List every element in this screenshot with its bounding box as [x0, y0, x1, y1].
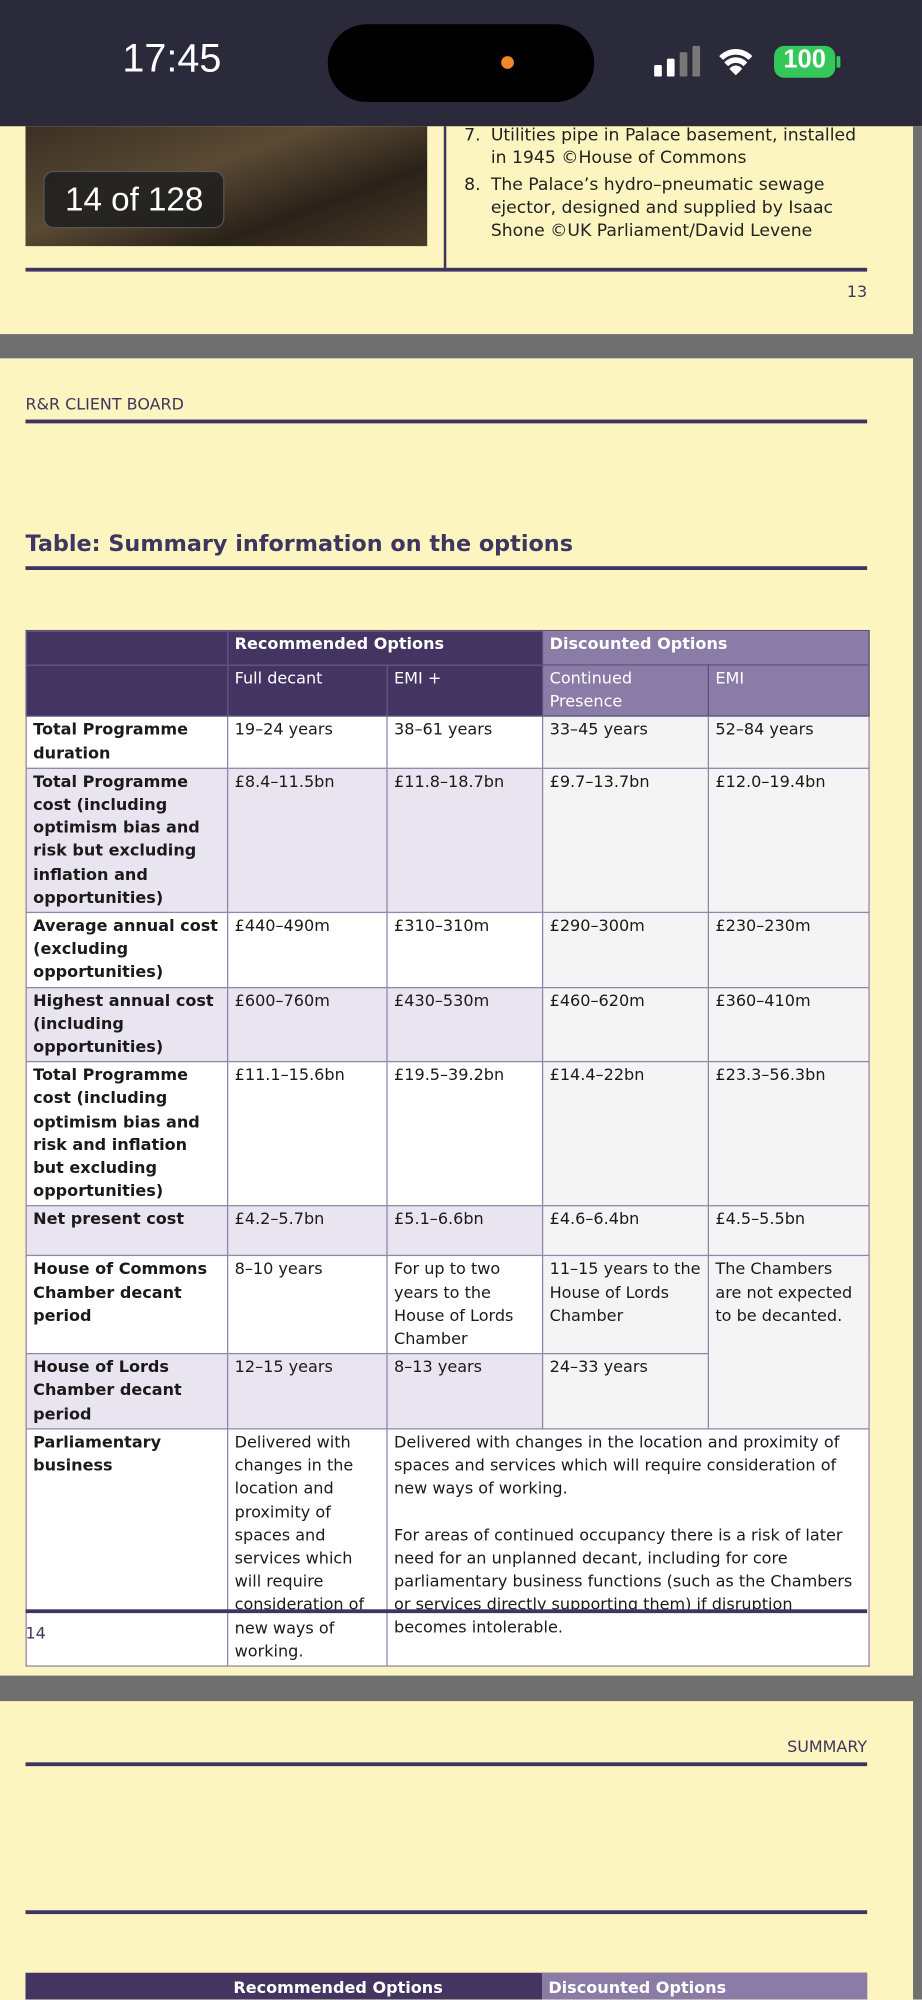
table-header: [541, 1972, 868, 2000]
header-row: Recommended Options Discounted Options: [25, 629, 870, 666]
header-cell: [25, 629, 229, 666]
column-header: EMI +: [386, 664, 544, 718]
table-cell: £5.1–6.6bn: [386, 1205, 544, 1257]
rule: [25, 1910, 868, 1915]
column-header: Continued Presence: [541, 664, 710, 718]
table-cell: £19.5–39.2bn: [386, 1061, 544, 1207]
group-header: Recommended Options: [226, 629, 544, 666]
summary-table: Recommended Options Discounted Options Ful…: [25, 629, 870, 1667]
caption-number: 8.: [464, 174, 481, 196]
rule: [25, 419, 868, 424]
row-label: Highest annual cost (including opportuni…: [25, 986, 229, 1063]
column-header: EMI: [707, 664, 870, 718]
table-cell: £290–300m: [541, 911, 710, 988]
table-cell: £310–310m: [386, 911, 544, 988]
table-cell: £4.6–6.4bn: [541, 1205, 710, 1257]
table-row: Average annual cost (excluding opportuni…: [25, 911, 870, 988]
camera-dot: [501, 56, 514, 69]
column-header: Full decant: [226, 664, 388, 718]
table-cell: 38–61 years: [386, 715, 544, 769]
caption-number: 7.: [464, 124, 481, 146]
rule: [25, 1609, 868, 1614]
clock: 17:45: [122, 35, 222, 81]
row-label: House of Commons Chamber decant period: [25, 1255, 229, 1355]
row-label: Total Programme cost (including optimism…: [25, 1061, 229, 1207]
running-header: SUMMARY: [787, 1736, 868, 1756]
dynamic-island: [327, 24, 595, 103]
table-cell: £4.2–5.7bn: [226, 1205, 388, 1257]
page-gap: [0, 1675, 922, 1702]
table-cell: £4.5–5.5bn: [707, 1205, 870, 1257]
table-cell: Delivered with changes in the location a…: [226, 1428, 388, 1667]
table-cell: £360–410m: [707, 986, 870, 1063]
table-cell: 52–84 years: [707, 715, 870, 769]
page-number: 13: [846, 281, 868, 301]
table-row: House of Commons Chamber decant period 8–…: [25, 1255, 870, 1430]
rule: [25, 566, 868, 571]
table-cell: 24–33 years: [541, 1353, 710, 1430]
battery-level: 100: [783, 45, 826, 74]
paragraph: Delivered with changes in the location a…: [394, 1431, 840, 1498]
scrollbar: [913, 126, 922, 2000]
table-row: Net present cost £4.2–5.7bn £5.1–6.6bn £4.6…: [25, 1205, 870, 1257]
row-label: Net present cost: [25, 1205, 229, 1257]
table-row: House of Lords Chamber decant period 12–1…: [25, 1353, 869, 1430]
table-row: Total Programme cost (including optimism…: [25, 767, 870, 914]
table-cell: 12–15 years: [226, 1353, 388, 1430]
table-cell: 11–15 years to the House of Lords Chambe…: [541, 1255, 710, 1355]
table-cell: 33–45 years: [541, 715, 710, 769]
header-cell: [25, 664, 229, 718]
group-header: Discounted Options: [541, 629, 870, 666]
table-cell: £8.4–11.5bn: [226, 767, 388, 914]
table-cell: £11.8–18.7bn: [386, 767, 544, 914]
table-cell: £440–490m: [226, 911, 388, 988]
table-cell: £11.1–15.6bn: [226, 1061, 388, 1207]
table-cell: 19–24 years: [226, 715, 388, 769]
header-row: Full decant EMI + Continued Presence EMI: [25, 664, 870, 718]
table-cell: £460–620m: [541, 986, 710, 1063]
row-label: Parliamentary business: [25, 1428, 229, 1667]
rule: [25, 267, 868, 272]
table-cell: £230–230m: [707, 911, 870, 988]
table-cell: £600–760m: [226, 986, 388, 1063]
table-cell: £14.4–22bn: [541, 1061, 710, 1207]
table-row: Highest annual cost (including opportuni…: [25, 986, 870, 1063]
page-counter: 14 of 128: [43, 170, 225, 229]
group-header: Recommended Options: [233, 1977, 443, 1997]
page-gap: [0, 334, 922, 359]
table-title: Table: Summary information on the option…: [25, 531, 573, 558]
table-cell: £23.3–56.3bn: [707, 1061, 870, 1207]
row-label: Total Programme duration: [25, 715, 229, 769]
table-cell: 8–13 years: [386, 1353, 544, 1430]
status-icons: [654, 45, 841, 78]
running-header: R&R CLIENT BOARD: [25, 394, 184, 414]
table-cell: Delivered with changes in the location a…: [386, 1428, 870, 1667]
row-label: Average annual cost (excluding opportuni…: [25, 911, 229, 988]
caption-text: The Palace’s hydro–pneumatic sewage ejec…: [490, 174, 834, 242]
table-cell: 8–10 years: [226, 1255, 388, 1355]
table-row: Total Programme cost (including optimism…: [25, 1061, 870, 1207]
column-divider: [443, 126, 447, 270]
paragraph: For areas of continued occupancy there i…: [394, 1524, 853, 1637]
table-cell: For up to two years to the House of Lord…: [386, 1255, 544, 1355]
caption-text: Utilities pipe in Palace basement, insta…: [490, 124, 857, 169]
rule: [25, 1762, 868, 1767]
table-row: Total Programme duration 19–24 years 38–61…: [25, 715, 870, 769]
page-number: 14: [25, 1623, 46, 1643]
group-header: Discounted Options: [548, 1977, 727, 1997]
table-cell: £12.0–19.4bn: [707, 767, 870, 914]
caption-list: 7. Utilities pipe in Palace basement, ins…: [464, 124, 859, 243]
table-row: Parliamentary business Delivered with cha…: [25, 1428, 870, 1667]
row-label: Total Programme cost (including optimism…: [25, 767, 229, 914]
table-cell: £430–530m: [386, 986, 544, 1063]
table-cell: £9.7–13.7bn: [541, 767, 710, 914]
row-label: House of Lords Chamber decant period: [25, 1353, 229, 1430]
table-cell: The Chambers are not expected to be deca…: [707, 1255, 870, 1430]
